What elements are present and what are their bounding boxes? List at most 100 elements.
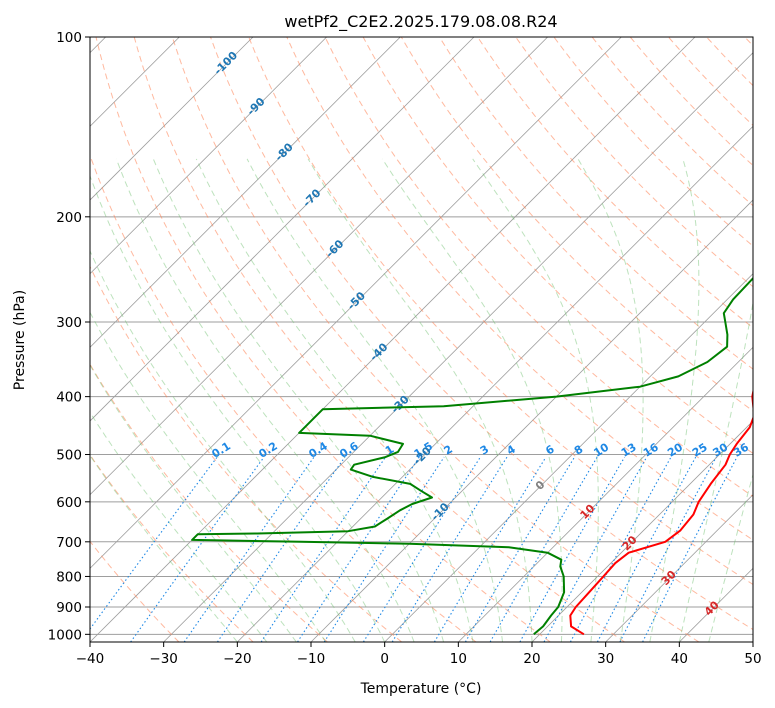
chart-title: wetPf2_C2E2.2025.179.08.08.R24 <box>284 12 557 32</box>
dry-adiabat-line <box>90 453 254 642</box>
moist-adiabat-line <box>678 299 753 642</box>
mixing-ratio-line <box>297 456 420 642</box>
isotherm-line <box>90 37 696 642</box>
moist-adiabat-line <box>90 411 268 642</box>
dry-adiabat-line <box>90 153 477 642</box>
y-tick-label: 600 <box>56 495 82 511</box>
mixing-ratio-line <box>519 456 626 642</box>
mixing-ratio-label: 20 <box>665 440 685 459</box>
mixing-ratio-line <box>183 456 315 642</box>
x-tick-label: 20 <box>523 651 540 667</box>
profile-lines <box>191 276 753 636</box>
isotherm-label: -90 <box>244 95 267 118</box>
isotherm-line <box>237 125 753 642</box>
temperature-profile-line <box>569 387 753 636</box>
x-tick-label: −10 <box>297 651 326 667</box>
dry-adiabat-line <box>438 37 753 370</box>
isotherm-line <box>90 37 622 569</box>
x-tick-label: 10 <box>450 651 467 667</box>
isotherm-line <box>90 37 254 201</box>
dry-adiabat-line <box>477 37 753 329</box>
isotherm-line <box>752 641 753 642</box>
moist-adiabat-line <box>381 158 563 642</box>
isotherm-label: -70 <box>300 186 323 209</box>
x-tick-label: −30 <box>149 651 178 667</box>
isotherm-label: -50 <box>345 289 368 312</box>
mixing-ratio-label: 25 <box>690 441 710 460</box>
mixing-ratio-label: 0.4 <box>306 439 330 461</box>
dry-adiabat-line <box>553 37 753 247</box>
y-tick-label: 400 <box>56 390 82 406</box>
y-tick-label: 800 <box>56 569 82 585</box>
dry-adiabat-line <box>400 37 753 412</box>
mixing-ratio-label: 0.2 <box>256 439 279 460</box>
y-tick-label: 500 <box>56 448 82 464</box>
dry-adiabat-line <box>706 37 753 87</box>
dry-adiabat-line <box>210 37 753 631</box>
x-tick-label: 30 <box>597 651 614 667</box>
mixing-ratio-line <box>391 456 508 642</box>
isotherm-line <box>90 37 327 275</box>
mixing-ratio-label: 10 <box>591 440 611 459</box>
y-tick-label: 100 <box>56 30 82 46</box>
moist-adiabat-line <box>90 311 327 642</box>
isotherm-line <box>531 420 753 642</box>
y-tick-label: 1000 <box>48 627 82 643</box>
dry-adiabat-label: 30 <box>659 568 679 588</box>
dry-adiabat-line <box>248 37 753 586</box>
isotherm-label: -10 <box>429 500 452 523</box>
mixing-ratio-line <box>569 456 672 642</box>
y-axis-ticks: 100 200 300 400 500 600 700 800 900 1000 <box>48 30 90 643</box>
x-tick-label: −40 <box>76 651 105 667</box>
moist-adiabat-line <box>90 364 297 642</box>
moist-adiabat-line <box>649 158 700 642</box>
mixing-ratio-line <box>260 456 386 642</box>
moist-adiabat-line <box>90 174 386 642</box>
mixing-ratio-line <box>596 456 697 642</box>
mixing-ratio-line <box>642 456 738 642</box>
mixing-ratio-label: 13 <box>619 441 639 460</box>
x-axis-label: Temperature (°C) <box>360 681 482 697</box>
mixing-ratio-label: 3 <box>478 443 491 458</box>
x-axis-ticks: −40 −30 −20 −10 0 10 20 30 40 50 <box>76 642 762 667</box>
dry-adiabat-line <box>515 37 753 288</box>
mixing-ratio-line <box>323 456 445 642</box>
moist-adiabat-line <box>307 158 533 642</box>
mixing-ratio-line <box>362 456 481 642</box>
dry-adiabat-line <box>324 37 753 498</box>
dry-adiabat-line <box>95 37 551 642</box>
y-tick-label: 300 <box>56 315 82 331</box>
isotherm-label: -60 <box>323 237 346 260</box>
dry-adiabat-line <box>90 363 328 642</box>
isotherm-label: -80 <box>273 140 296 163</box>
dry-adiabat-label: 0 <box>533 478 548 493</box>
dry-adiabat-line <box>362 37 753 454</box>
dry-adiabat-line <box>668 37 753 127</box>
moist-adiabat-line <box>115 158 415 642</box>
isotherm-line <box>384 273 753 642</box>
mixing-ratio-label: 6 <box>543 442 557 457</box>
mixing-ratio-line <box>216 456 346 642</box>
moist-adiabat-line <box>246 158 503 642</box>
plot-frame <box>89 36 754 643</box>
moist-adiabat-line <box>472 158 599 642</box>
x-tick-label: 40 <box>671 651 688 667</box>
mixing-ratio-label: 4 <box>504 442 518 457</box>
mixing-ratio-label: 30 <box>710 440 730 459</box>
isotherm-line <box>90 37 475 422</box>
dry-adiabat-line <box>133 37 625 642</box>
isotherm-label: -40 <box>367 340 390 363</box>
y-tick-label: 900 <box>56 600 82 616</box>
moist-adiabat-line <box>577 158 644 642</box>
moist-adiabat-line <box>90 454 238 642</box>
moist-adiabat-line <box>195 158 474 642</box>
moist-adiabat-line <box>152 158 445 642</box>
isotherm-line <box>90 37 401 348</box>
x-tick-label: −20 <box>223 651 252 667</box>
mixing-ratio-line <box>619 456 717 642</box>
isotherm-line <box>605 494 753 642</box>
background-lines <box>90 37 753 642</box>
moist-adiabat-line <box>708 472 753 642</box>
y-axis-label: Pressure (hPa) <box>12 290 28 390</box>
